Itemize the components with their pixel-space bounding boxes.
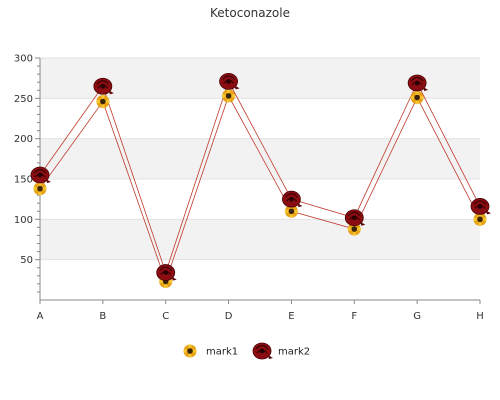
x-tick-label: E: [288, 311, 294, 322]
data-point-mark2: [470, 197, 492, 216]
data-point-mark2: [156, 263, 178, 282]
x-tick-label: C: [162, 311, 169, 322]
series-line-mark1: [39, 94, 481, 283]
series-layer: [30, 72, 492, 289]
grid-band: [40, 138, 480, 179]
legend-label-mark2: mark2: [278, 347, 310, 358]
x-tick-label: B: [99, 311, 106, 322]
y-tick-label: 250: [14, 94, 33, 105]
data-point-mark2: [281, 190, 304, 208]
x-tick-label: F: [351, 311, 357, 322]
data-point-mark1: [32, 181, 48, 196]
x-tick-label: H: [476, 311, 484, 322]
x-tick-label: G: [413, 311, 421, 322]
legend-label-mark1: mark1: [206, 347, 238, 358]
grid-band: [40, 58, 480, 99]
x-axis: A B C D E F G H: [37, 299, 484, 322]
y-tick-label: 50: [20, 255, 33, 266]
grid-bands: [40, 57, 480, 261]
y-tick-label: 200: [14, 134, 33, 145]
series-line-mark2: [39, 80, 481, 274]
x-tick-label: A: [37, 311, 44, 322]
x-tick-label: D: [225, 311, 233, 322]
legend: mark1 mark2: [182, 342, 310, 360]
y-tick-label: 300: [14, 54, 33, 65]
grid-band: [40, 219, 480, 260]
rose-icon: [252, 342, 274, 360]
sunflower-icon: [182, 343, 198, 359]
chart-title: Ketoconazole: [210, 6, 290, 20]
y-tick-label: 150: [14, 175, 33, 186]
y-tick-label: 100: [14, 215, 33, 226]
